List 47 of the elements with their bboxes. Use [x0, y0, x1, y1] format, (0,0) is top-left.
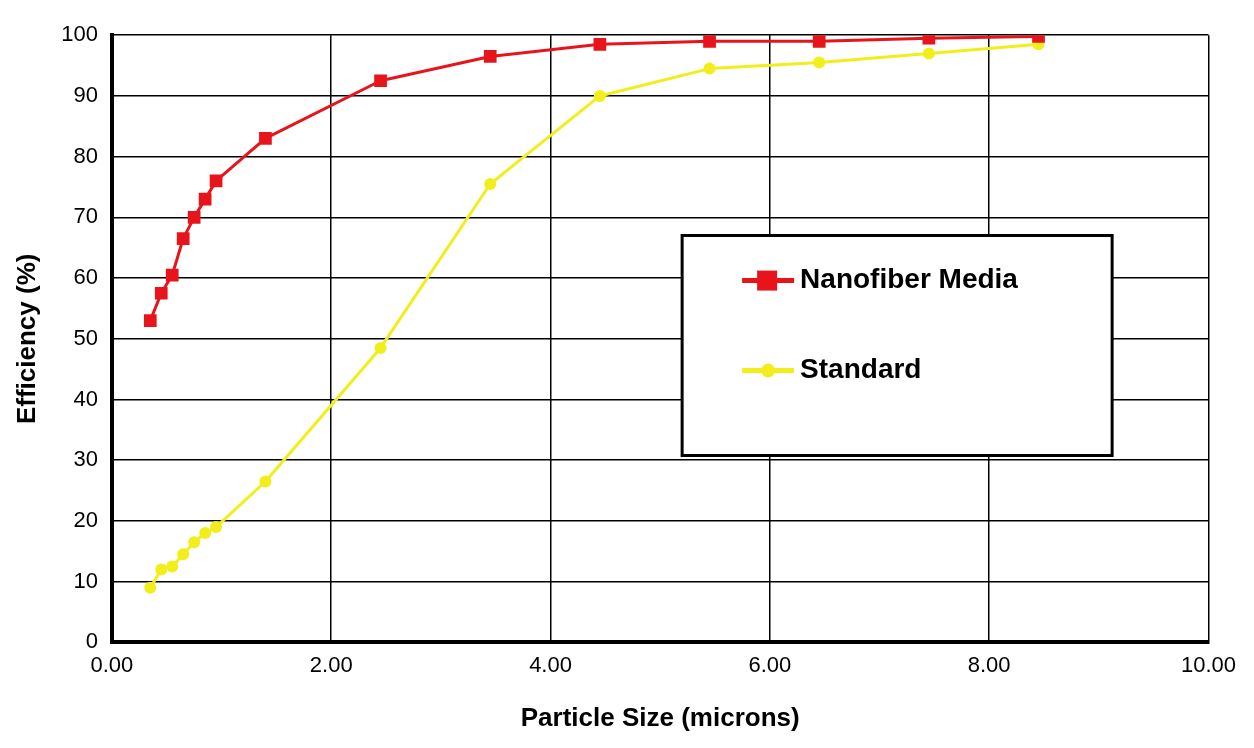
- point: [374, 341, 387, 354]
- point: [812, 35, 826, 48]
- legend-label: Nanofiber Media: [800, 263, 1019, 295]
- x-tick-label: 10.00: [1180, 651, 1236, 677]
- legend-label: Standard: [800, 353, 922, 385]
- point: [259, 132, 272, 145]
- y-tick-label: 100: [61, 21, 98, 47]
- point: [187, 211, 201, 224]
- point: [484, 177, 497, 190]
- y-tick-label: 50: [73, 324, 98, 350]
- y-tick-label: 40: [73, 385, 98, 411]
- y-tick-label: 30: [73, 446, 98, 472]
- x-axis-title: Particle Size (microns): [520, 701, 800, 732]
- point: [154, 286, 168, 300]
- y-tick-label: 20: [73, 507, 98, 533]
- point: [922, 47, 935, 60]
- x-tick-label: 2.00: [309, 651, 353, 677]
- point: [143, 314, 157, 327]
- point: [198, 192, 212, 206]
- point: [483, 50, 497, 63]
- point: [593, 89, 606, 102]
- point: [188, 536, 201, 549]
- point: [703, 62, 716, 75]
- y-tick-label: 0: [85, 628, 98, 654]
- y-tick-label: 10: [73, 567, 98, 593]
- x-tick-label: 0.00: [90, 651, 134, 677]
- point: [177, 548, 190, 561]
- point: [155, 563, 168, 576]
- y-tick-label: 80: [73, 142, 98, 168]
- y-tick-label: 70: [73, 203, 98, 229]
- point: [166, 560, 179, 573]
- point: [165, 268, 179, 282]
- x-tick-label: 4.00: [529, 651, 572, 677]
- point: [593, 37, 607, 51]
- point: [144, 581, 157, 594]
- point: [374, 74, 387, 88]
- point: [703, 35, 716, 48]
- point: [210, 521, 223, 534]
- x-tick-label: 6.00: [748, 651, 792, 677]
- y-axis-title: Efficiency (%): [10, 253, 41, 425]
- x-tick-label: 8.00: [967, 651, 1011, 677]
- y-tick-label: 90: [73, 81, 98, 107]
- point: [176, 232, 190, 245]
- point: [259, 475, 272, 488]
- point: [199, 527, 212, 540]
- point: [813, 56, 826, 69]
- y-tick-label: 60: [73, 264, 98, 290]
